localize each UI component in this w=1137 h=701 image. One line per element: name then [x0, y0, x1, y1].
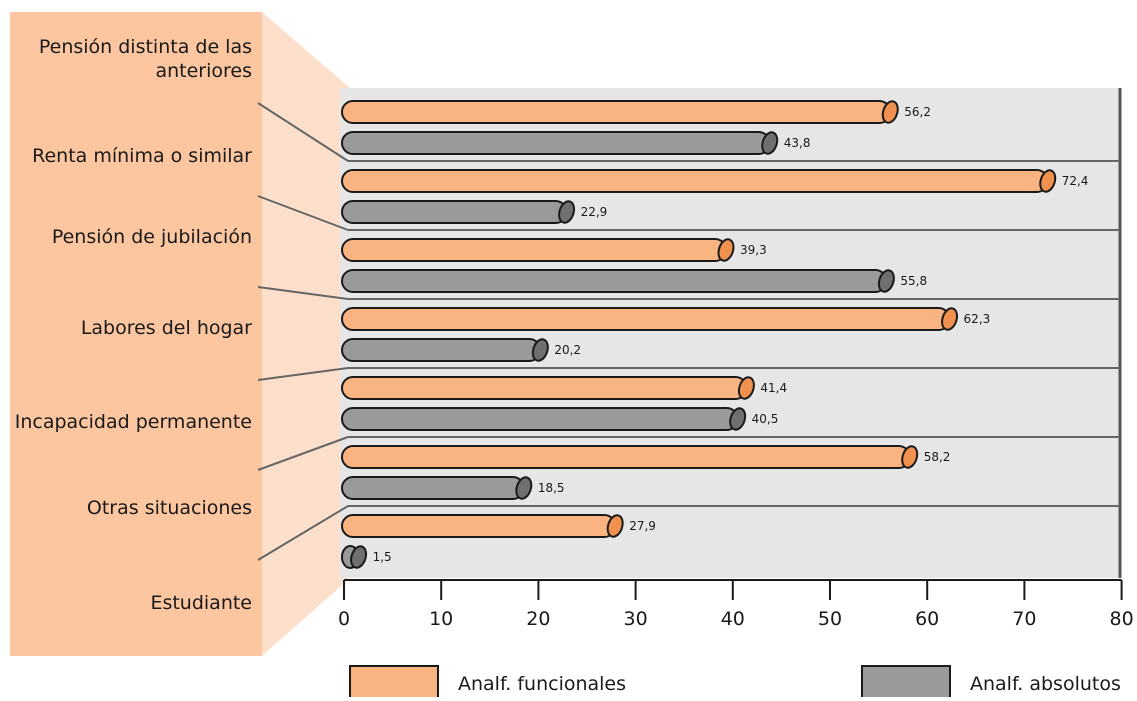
- x-axis: 0 10 20 30 40 50 60 70 80: [338, 579, 1134, 630]
- bar-end-cap: [761, 131, 779, 155]
- bar: [341, 269, 888, 293]
- bar: [341, 338, 542, 362]
- bar: [341, 476, 525, 500]
- x-tick-label: 40: [721, 608, 745, 630]
- category-label-line: Labores del hogar: [81, 317, 252, 339]
- x-tick-label: 30: [624, 608, 648, 630]
- data-label: 62,3: [964, 312, 991, 326]
- x-tick-label: 20: [526, 608, 550, 630]
- data-label: 20,2: [554, 343, 581, 357]
- bar-end-cap: [901, 445, 919, 469]
- bar: [341, 169, 1049, 193]
- category-label-line: Otras situaciones: [87, 497, 252, 519]
- category-label-line: Pensión distinta de las: [39, 36, 252, 58]
- x-tick-label: 60: [915, 608, 939, 630]
- legend-swatch-funcionales: [349, 665, 439, 697]
- category-label: Renta mínima o similar: [32, 145, 252, 167]
- legend-label: Analf. absolutos: [970, 673, 1121, 695]
- category-labels: Pensión distinta de las anteriores Renta m…: [15, 36, 252, 614]
- data-label: 22,9: [581, 205, 608, 219]
- bar: [341, 200, 568, 224]
- bars: [341, 100, 1057, 569]
- label-panel: [10, 12, 262, 656]
- data-label: 72,4: [1062, 174, 1089, 188]
- bar-end-cap: [606, 514, 624, 538]
- category-label: Labores del hogar: [81, 317, 252, 339]
- bar-end-cap: [350, 545, 368, 569]
- data-label: 43,8: [784, 136, 811, 150]
- bar: [341, 307, 951, 331]
- bar-end-cap: [1039, 169, 1057, 193]
- bar: [341, 445, 911, 469]
- bar: [341, 407, 739, 431]
- category-label: Estudiante: [150, 592, 252, 614]
- bar-end-cap: [877, 269, 895, 293]
- x-tick-label: 0: [338, 608, 350, 630]
- category-label-line: Incapacidad permanente: [15, 411, 252, 433]
- data-label: 27,9: [629, 519, 656, 533]
- bar: [341, 376, 748, 400]
- category-connector: [257, 505, 349, 561]
- value-labels: 56,2 43,8 72,4 22,9 39,3 55,8 62,3 20,2 41,4 40,5…: [373, 105, 1089, 564]
- bar-end-cap: [531, 338, 549, 362]
- bar-end-cap: [558, 200, 576, 224]
- data-label: 39,3: [740, 243, 767, 257]
- bar-end-cap: [941, 307, 959, 331]
- bar-end-cap: [737, 376, 755, 400]
- legend-swatch-absolutos: [861, 665, 951, 697]
- data-label: 1,5: [373, 550, 392, 564]
- category-connector: [257, 286, 349, 300]
- category-label-line: anteriores: [155, 60, 252, 82]
- data-label: 55,8: [900, 274, 927, 288]
- bar: [341, 514, 617, 538]
- data-label: 18,5: [538, 481, 565, 495]
- category-label-line: Pensión de jubilación: [52, 226, 252, 248]
- bar-end-cap: [717, 238, 735, 262]
- x-tick-label: 70: [1012, 608, 1036, 630]
- bar-end-cap: [515, 476, 533, 500]
- category-connector: [257, 102, 349, 162]
- bar: [341, 100, 892, 124]
- category-label: Otras situaciones: [87, 497, 252, 519]
- category-connector: [257, 195, 349, 231]
- category-label-line: Renta mínima o similar: [32, 145, 252, 167]
- label-panel-extension: [262, 12, 350, 656]
- category-label: Incapacidad permanente: [15, 411, 252, 433]
- data-label: 41,4: [760, 381, 787, 395]
- bar-end-cap: [729, 407, 747, 431]
- category-connector: [257, 436, 349, 471]
- data-label: 56,2: [904, 105, 931, 119]
- data-label: 40,5: [752, 412, 779, 426]
- category-label: Pensión de jubilación: [52, 226, 252, 248]
- bar-end-cap: [881, 100, 899, 124]
- x-tick-label: 80: [1110, 608, 1134, 630]
- legend-label: Analf. funcionales: [458, 673, 626, 695]
- category-label: Pensión distinta de las anteriores: [39, 36, 252, 82]
- bar: [341, 238, 727, 262]
- x-tick-label: 50: [818, 608, 842, 630]
- data-label: 58,2: [924, 450, 951, 464]
- category-connector: [257, 367, 349, 381]
- bar: [341, 131, 771, 155]
- legend: Analf. funcionales Analf. absolutos: [349, 665, 1121, 697]
- x-tick-label: 10: [429, 608, 453, 630]
- category-label-line: Estudiante: [150, 592, 252, 614]
- category-separators: [257, 102, 1120, 561]
